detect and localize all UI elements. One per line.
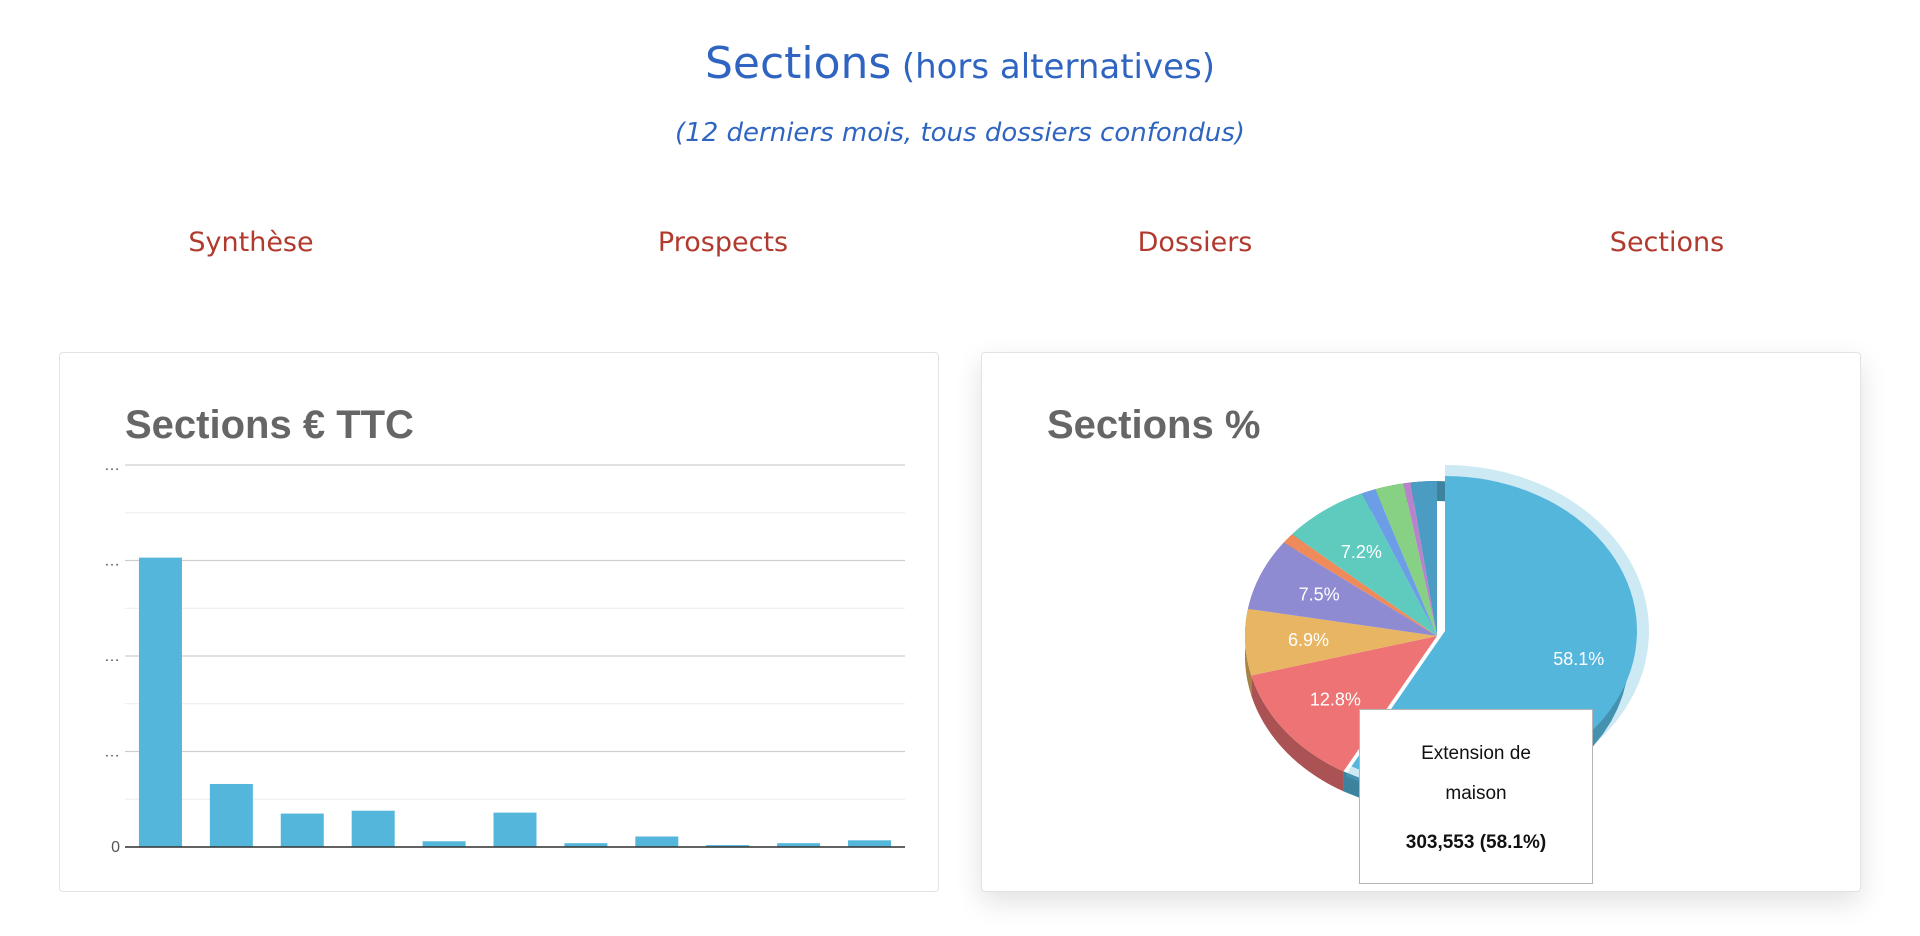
pie-slice[interactable] <box>1410 481 1437 636</box>
y-tick-label: … <box>104 553 120 570</box>
pie-chart: 58.1% 12.8% 6.9% 7.5% 7.2% <box>1245 465 1649 811</box>
nav-synthese[interactable]: Synthèse <box>188 227 314 258</box>
pie-data-label: 58.1% <box>1553 649 1604 669</box>
nav-prospects[interactable]: Prospects <box>657 227 789 258</box>
pie-data-label: 6.9% <box>1288 630 1329 650</box>
pie-chart-title: Sections % <box>1047 403 1261 447</box>
pie-tooltip: Extension de maison 303,553 (58.1%) <box>1359 709 1593 884</box>
pie-chart-card: Sections % 58.1% 12.8% 6.9% 7.5% 7.2% <box>981 352 1861 892</box>
y-tick-label: 0 <box>111 839 120 856</box>
bar[interactable] <box>564 843 608 847</box>
bar[interactable] <box>351 810 395 847</box>
pie-slice[interactable] <box>1403 482 1437 636</box>
bar[interactable] <box>422 841 466 847</box>
pie-slice[interactable] <box>1361 489 1437 636</box>
bar[interactable] <box>848 840 892 847</box>
bar[interactable] <box>706 845 750 847</box>
pie-slice-side <box>1251 675 1344 792</box>
bar[interactable] <box>280 813 324 847</box>
pie-slice[interactable] <box>1245 608 1437 676</box>
y-tick-label: … <box>104 648 120 665</box>
pie-slice[interactable] <box>1251 636 1437 772</box>
bar[interactable] <box>635 836 679 847</box>
bar[interactable] <box>209 783 253 847</box>
period-subtitle: (12 derniers mois, tous dossiers confond… <box>675 118 1245 148</box>
pie-slice[interactable] <box>1375 483 1437 636</box>
bar-chart-title: Sections € TTC <box>125 403 414 447</box>
pie-slice[interactable] <box>1292 493 1437 636</box>
tooltip-value: 303,553 (58.1%) <box>1405 832 1547 853</box>
pie-slice[interactable] <box>1283 534 1437 636</box>
page-title: Sections <box>704 38 892 89</box>
bar[interactable] <box>777 843 821 847</box>
bar[interactable] <box>493 812 537 847</box>
page-header: Sections (hors alternatives) <box>0 38 1920 89</box>
section-nav: Synthèse Prospects Dossiers Sections <box>0 227 1920 267</box>
bar-chart-card: Sections € TTC 0 … … … … <box>59 352 939 892</box>
pie-slices <box>1245 476 1637 786</box>
y-tick-label: … <box>104 457 120 474</box>
pie-slice[interactable] <box>1247 542 1437 636</box>
page-title-suffix: (hors alternatives) <box>901 47 1216 87</box>
pie-data-label: 7.5% <box>1299 584 1340 604</box>
y-tick-label: … <box>104 744 120 761</box>
bar-chart: 0 … … … … <box>104 457 905 856</box>
tooltip-label: Extension de maison <box>1421 743 1531 804</box>
nav-sections[interactable]: Sections <box>1609 227 1725 258</box>
pie-slice[interactable] <box>1351 476 1637 786</box>
bar[interactable] <box>138 557 182 847</box>
pie-data-label: 12.8% <box>1310 690 1361 710</box>
pie-data-label: 7.2% <box>1341 542 1382 562</box>
nav-dossiers[interactable]: Dossiers <box>1137 227 1253 258</box>
